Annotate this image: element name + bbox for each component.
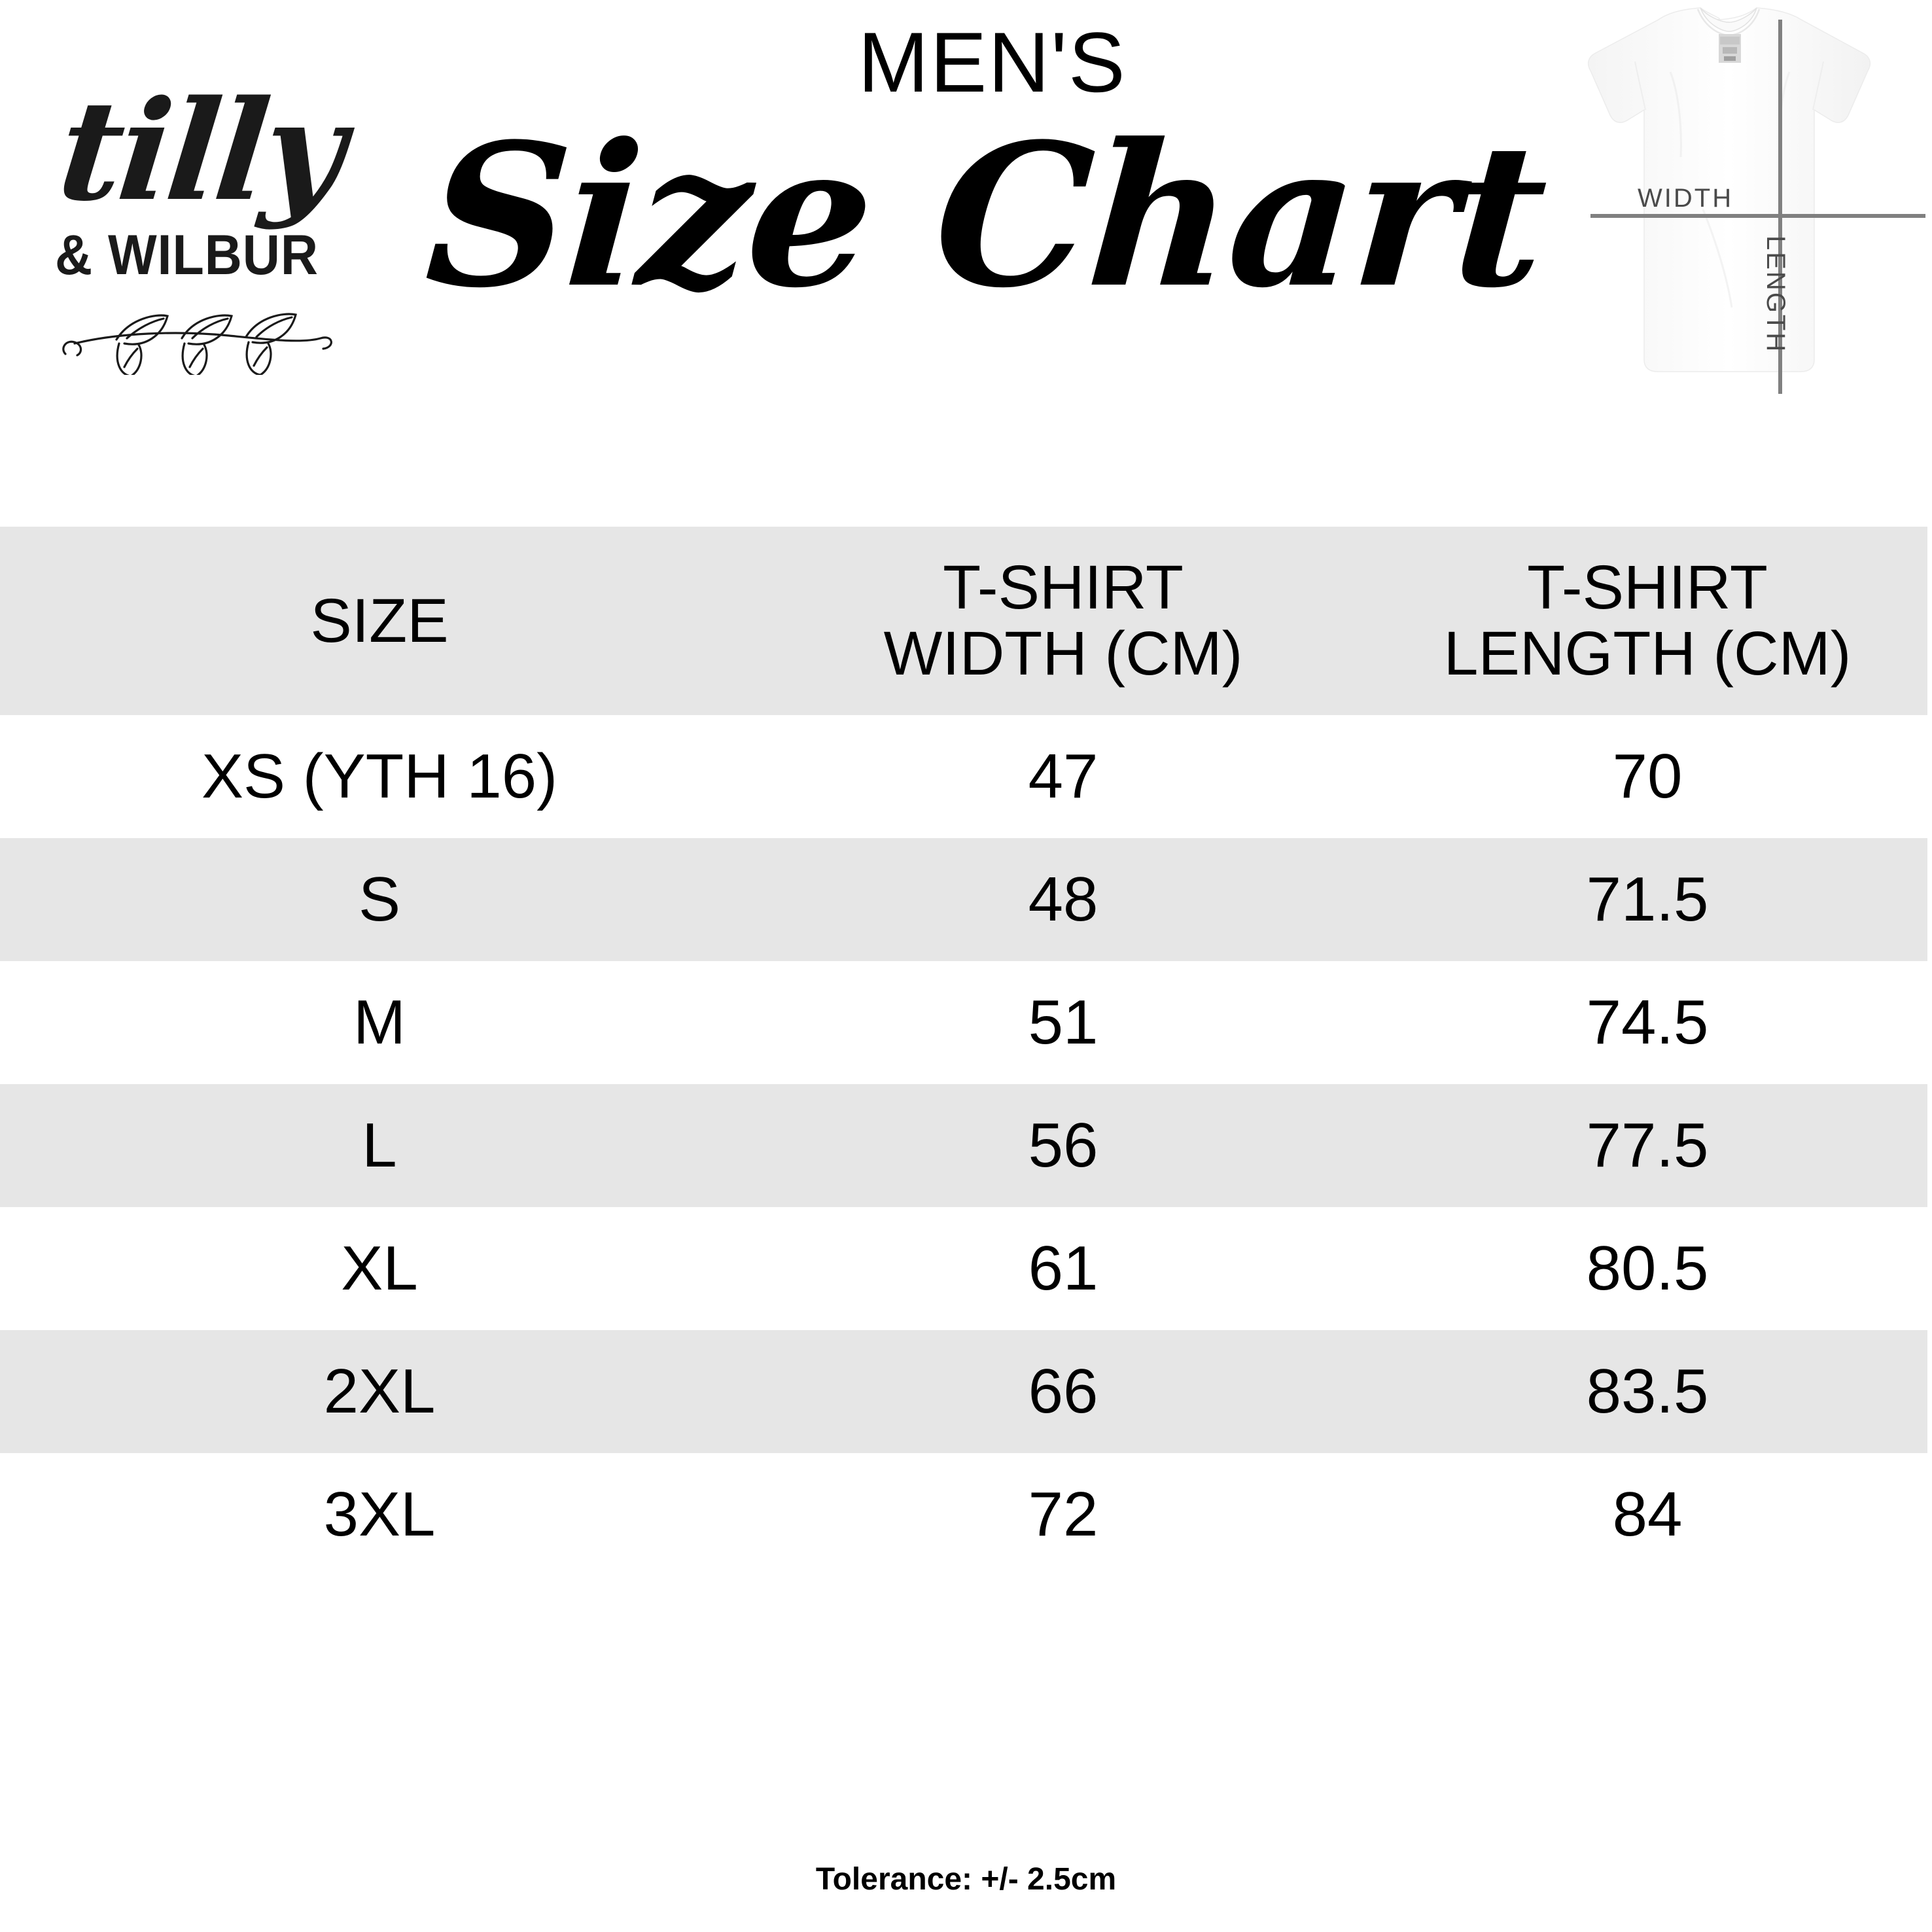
cell-width: 66 — [1028, 1356, 1098, 1426]
cell-width: 48 — [1028, 864, 1098, 934]
tshirt-length-label: LENGTH — [1761, 236, 1790, 353]
cell-length: 83.5 — [1586, 1356, 1709, 1426]
column-header-size: SIZE — [310, 586, 449, 656]
table-row: L 56 77.5 — [0, 1084, 1927, 1207]
cell-length: 84 — [1612, 1479, 1683, 1549]
cell-width: 72 — [1028, 1479, 1098, 1549]
column-header-length: T-SHIRT LENGTH (CM) — [1367, 555, 1927, 686]
brand-sub-name: & WILBUR — [55, 224, 319, 287]
column-header-length-line1: T-SHIRT — [1527, 553, 1768, 623]
table-header-row: SIZE T-SHIRT WIDTH (CM) T-SHIRT LENGTH (… — [0, 527, 1927, 715]
cell-length: 74.5 — [1586, 987, 1709, 1057]
cell-width: 56 — [1028, 1110, 1098, 1180]
tshirt-measurement-diagram: WIDTH LENGTH — [1587, 7, 1925, 394]
tolerance-note: Tolerance: +/- 2.5cm — [815, 1862, 1117, 1897]
cell-width: 47 — [1028, 741, 1098, 811]
cell-size: XL — [341, 1233, 418, 1303]
tshirt-width-label: WIDTH — [1638, 184, 1733, 213]
cell-length: 71.5 — [1586, 864, 1709, 934]
cell-size: 2XL — [323, 1356, 436, 1426]
cell-size: L — [362, 1110, 397, 1180]
table-row: XL 61 80.5 — [0, 1207, 1927, 1330]
brand-logo: tilly & WILBUR — [46, 70, 353, 383]
column-header-width-line2: WIDTH (CM) — [883, 619, 1243, 688]
column-header-width-line1: T-SHIRT — [943, 553, 1184, 623]
category-title: MEN'S — [858, 14, 1127, 110]
table-row: XS (YTH 16) 47 70 — [0, 715, 1927, 838]
cell-width: 61 — [1028, 1233, 1098, 1303]
column-header-width: T-SHIRT WIDTH (CM) — [759, 555, 1367, 686]
cell-length: 77.5 — [1586, 1110, 1709, 1180]
measurement-guides — [1590, 20, 1925, 394]
chart-header: tilly & WILBUR — [0, 0, 1932, 523]
cell-length: 80.5 — [1586, 1233, 1709, 1303]
table-row: S 48 71.5 — [0, 838, 1927, 961]
cell-size: 3XL — [323, 1479, 436, 1549]
cell-size: S — [358, 864, 401, 934]
cell-size: M — [353, 987, 406, 1057]
tshirt-silhouette — [1587, 7, 1871, 372]
table-row: M 51 74.5 — [0, 961, 1927, 1084]
neck-label-tag — [1719, 34, 1741, 63]
table-row: 2XL 66 83.5 — [0, 1330, 1927, 1453]
cell-size: XS (YTH 16) — [201, 741, 558, 811]
cell-width: 51 — [1028, 987, 1098, 1057]
table-row: 3XL 72 84 — [0, 1453, 1927, 1576]
size-chart-table: SIZE T-SHIRT WIDTH (CM) T-SHIRT LENGTH (… — [0, 527, 1932, 1576]
leafy-branch-icon — [62, 313, 332, 375]
column-header-length-line2: LENGTH (CM) — [1443, 619, 1852, 688]
cell-length: 70 — [1612, 741, 1683, 811]
